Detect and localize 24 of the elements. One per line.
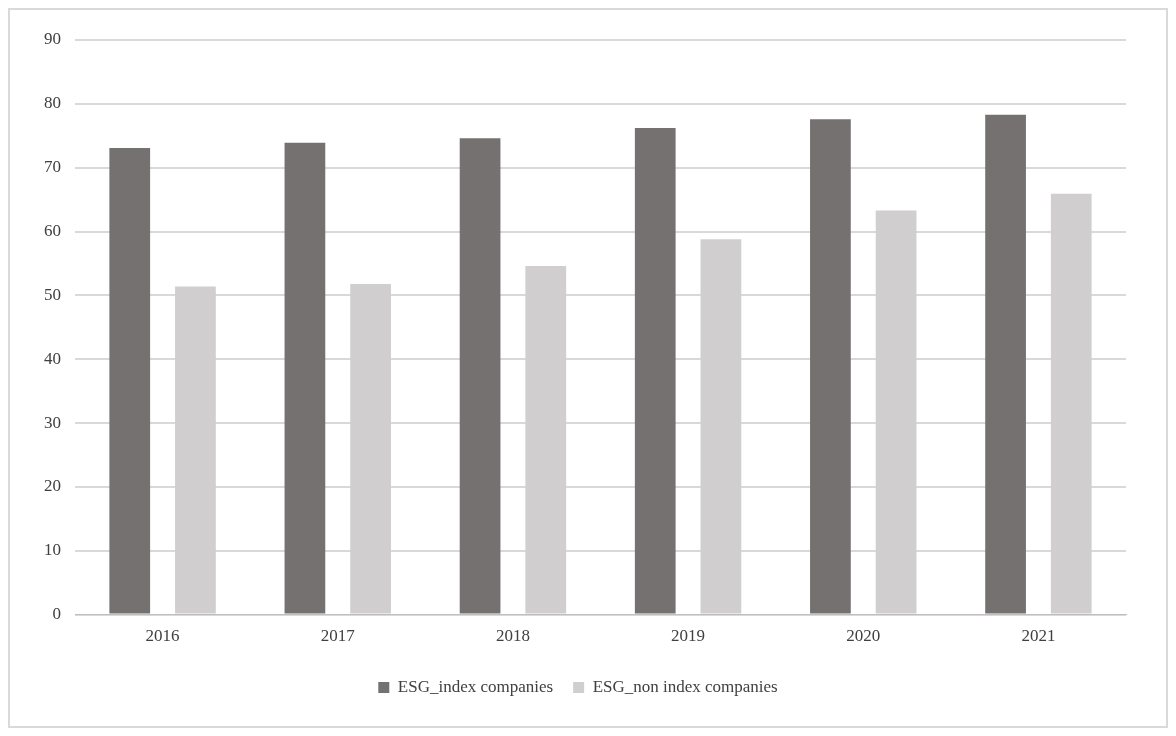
bar: [810, 119, 851, 614]
y-tick-label: 90: [44, 29, 61, 49]
y-tick-label: 10: [44, 540, 61, 560]
y-tick-label: 80: [44, 93, 61, 113]
y-tick-label: 0: [52, 604, 61, 624]
x-tick-label: 2017: [320, 626, 356, 646]
y-tick-label: 50: [44, 284, 61, 304]
bar: [109, 147, 151, 614]
y-tick-label: 20: [44, 476, 61, 496]
x-tick-label: 2020: [846, 626, 881, 646]
x-tick-label: 2018: [495, 626, 530, 646]
bar: [459, 138, 501, 614]
legend-label: ESG_index companies: [397, 676, 554, 696]
y-tick-label: 30: [44, 412, 61, 432]
x-tick-label: 2016: [145, 626, 180, 646]
y-tick-label: 70: [44, 157, 61, 177]
x-tick-label: 2021: [1021, 626, 1056, 646]
bar: [634, 128, 676, 614]
bar: [284, 142, 326, 614]
x-tick-label: 2019: [671, 626, 706, 646]
y-tick-label: 40: [44, 348, 61, 368]
y-tick-label: 60: [44, 221, 61, 240]
bar: [985, 114, 1026, 614]
legend-label: ESG_non index companies: [592, 676, 778, 696]
